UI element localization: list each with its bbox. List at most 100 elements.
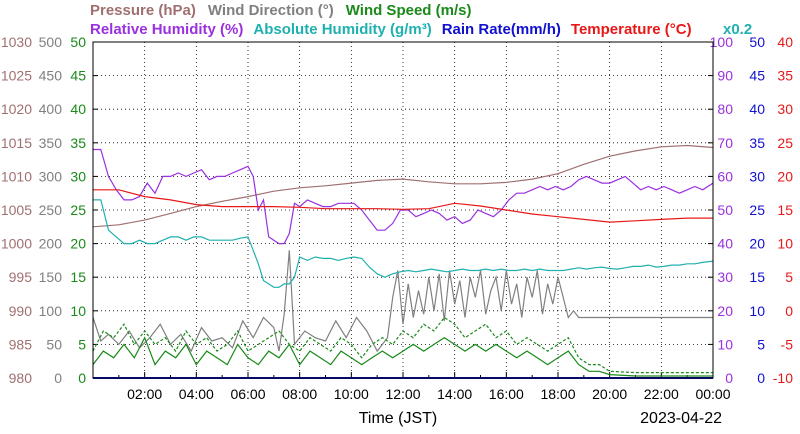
wind-speed-tick-label: 5 — [78, 336, 86, 352]
pressure-tick-label: 1010 — [1, 168, 32, 184]
temperature-tick-label: 0 — [785, 303, 793, 319]
pressure-tick-label: 1000 — [1, 236, 32, 252]
legend-row1-item-1: Wind Direction (°) — [208, 2, 334, 19]
temperature-tick-label: 15 — [777, 202, 793, 218]
temperature-tick-label: -10 — [773, 370, 793, 386]
rain-rate-tick-label: 35 — [749, 135, 765, 151]
x-tick-label: 06:00 — [230, 386, 265, 402]
legend-row2-item-2: Rain Rate(mm/h) — [442, 21, 561, 38]
x-tick-label: 20:00 — [592, 386, 627, 402]
wind-speed-tick-label: 10 — [70, 303, 86, 319]
pressure-tick-label: 990 — [9, 303, 33, 319]
rain-rate-tick-label: 25 — [749, 202, 765, 218]
legend-row1-item-2: Wind Speed (m/s) — [346, 2, 472, 19]
wind-speed-tick-label: 20 — [70, 236, 86, 252]
x-tick-label: 10:00 — [334, 386, 369, 402]
wind-direction-tick-label: 450 — [39, 68, 63, 84]
temperature-tick-label: 5 — [785, 269, 793, 285]
wind-direction-tick-label: 200 — [39, 236, 63, 252]
x-tick-label: 02:00 — [127, 386, 162, 402]
legend-scale-note: x0.2 — [723, 21, 752, 38]
x-axis-title: Time (JST) — [359, 410, 438, 427]
series-line-2 — [92, 336, 713, 377]
relative-humidity-tick-label: 70 — [717, 135, 733, 151]
pressure-tick-label: 985 — [9, 336, 33, 352]
legend-row1-item-0: Pressure (hPa) — [90, 2, 196, 19]
legend-row2-item-0: Relative Humidity (%) — [90, 21, 243, 38]
x-tick-label: 18:00 — [540, 386, 575, 402]
legend-row2-item-3: Temperature (°C) — [571, 21, 692, 38]
date-label: 2023-04-22 — [640, 410, 722, 427]
wind-speed-tick-label: 15 — [70, 269, 86, 285]
temperature-tick-label: 30 — [777, 101, 793, 117]
wind-direction-tick-label: 150 — [39, 269, 63, 285]
x-tick-label: 22:00 — [644, 386, 679, 402]
temperature-tick-label: 10 — [777, 236, 793, 252]
x-tick-label: 00:00 — [695, 386, 730, 402]
series-line-0 — [92, 144, 714, 228]
x-tick-label: 16:00 — [489, 386, 524, 402]
temperature-tick-label: -5 — [781, 336, 794, 352]
pressure-tick-label: 1030 — [1, 34, 32, 50]
pressure-tick-label: 1020 — [1, 101, 32, 117]
relative-humidity-tick-label: 50 — [717, 202, 733, 218]
relative-humidity-tick-label: 0 — [725, 370, 733, 386]
series-line-7 — [92, 316, 713, 374]
x-tick-label: 12:00 — [385, 386, 420, 402]
rain-rate-tick-label: 20 — [749, 236, 765, 252]
relative-humidity-tick-label: 30 — [717, 269, 733, 285]
rain-rate-tick-label: 5 — [757, 336, 765, 352]
relative-humidity-tick-label: 80 — [717, 101, 733, 117]
rain-rate-tick-label: 30 — [749, 168, 765, 184]
wind-direction-tick-label: 0 — [54, 370, 62, 386]
relative-humidity-tick-label: 40 — [717, 236, 733, 252]
wind-direction-tick-label: 400 — [39, 101, 63, 117]
rain-rate-tick-label: 15 — [749, 269, 765, 285]
temperature-tick-label: 25 — [777, 135, 793, 151]
wind-speed-tick-label: 50 — [70, 34, 86, 50]
series-line-4 — [93, 199, 714, 288]
temperature-tick-label: 40 — [777, 34, 793, 50]
pressure-tick-label: 995 — [9, 269, 33, 285]
relative-humidity-tick-label: 100 — [710, 34, 734, 50]
legend: Pressure (hPa) Wind Direction (°) Wind Spe… — [90, 2, 752, 38]
rain-rate-tick-label: 45 — [749, 68, 765, 84]
rain-rate-tick-label: 40 — [749, 101, 765, 117]
wind-direction-tick-label: 350 — [39, 135, 63, 151]
axes: 1030102510201015101010051000995990985980… — [1, 34, 793, 402]
wind-speed-tick-label: 30 — [70, 168, 86, 184]
rain-rate-tick-label: 50 — [749, 34, 765, 50]
pressure-tick-label: 1025 — [1, 68, 32, 84]
series-line-1 — [92, 250, 713, 353]
rain-rate-tick-label: 10 — [749, 303, 765, 319]
temperature-tick-label: 20 — [777, 168, 793, 184]
wind-speed-tick-label: 0 — [78, 370, 86, 386]
pressure-tick-label: 1015 — [1, 135, 32, 151]
wind-speed-tick-label: 45 — [70, 68, 86, 84]
relative-humidity-tick-label: 90 — [717, 68, 733, 84]
wind-direction-tick-label: 100 — [39, 303, 63, 319]
relative-humidity-tick-label: 20 — [717, 303, 733, 319]
legend-row2-item-1: Absolute Humidity (g/m³) — [253, 21, 431, 38]
relative-humidity-tick-label: 60 — [717, 168, 733, 184]
x-tick-label: 14:00 — [437, 386, 472, 402]
wind-direction-tick-label: 50 — [46, 336, 62, 352]
wind-speed-tick-label: 40 — [70, 101, 86, 117]
x-tick-label: 08:00 — [282, 386, 317, 402]
plot-frame — [92, 41, 714, 379]
series-group — [92, 144, 714, 379]
wind-direction-tick-label: 300 — [39, 168, 63, 184]
relative-humidity-tick-label: 10 — [717, 336, 733, 352]
rain-rate-tick-label: 0 — [757, 370, 765, 386]
temperature-tick-label: 35 — [777, 68, 793, 84]
pressure-tick-label: 980 — [9, 370, 33, 386]
wind-speed-tick-label: 25 — [70, 202, 86, 218]
wind-speed-tick-label: 35 — [70, 135, 86, 151]
wind-direction-tick-label: 500 — [39, 34, 63, 50]
wind-direction-tick-label: 250 — [39, 202, 63, 218]
pressure-tick-label: 1005 — [1, 202, 32, 218]
x-tick-label: 04:00 — [179, 386, 214, 402]
series-line-3 — [93, 148, 714, 245]
